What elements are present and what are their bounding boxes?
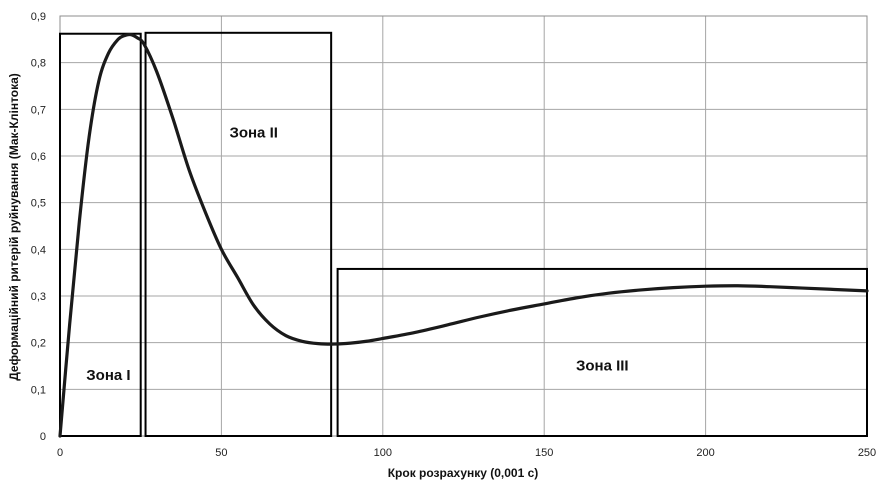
y-axis-title: Деформаційний ритерій руйнування (Мак-Кл… [7,73,21,381]
x-tick-label: 150 [535,447,553,459]
y-tick-label: 0,5 [31,198,46,210]
series-line [58,32,869,438]
zone-box-3 [336,267,869,437]
y-tick-label: 0,6 [31,151,46,163]
plot-frame [59,15,868,437]
x-tick-label: 200 [696,447,714,459]
y-tick-label: 0,9 [31,11,46,23]
y-tick-label: 0,7 [31,104,46,116]
y-tick-label: 0,2 [31,338,46,350]
zone-label-1: Зона I [86,367,130,384]
y-tick-label: 0,3 [31,291,46,303]
x-tick-label: 250 [858,447,876,459]
zone-label-3: Зона III [576,358,629,375]
zone-box-2 [144,31,333,438]
tick-labels: 0 0,1 0,2 0,3 0,4 0,5 0,6 0,7 0,8 0,9 0 50 100 150 200… [31,11,876,459]
zone-boxes [59,31,869,438]
x-axis-title: Крок розрахунку (0,001 с) [388,466,539,480]
x-tick-label: 100 [374,447,392,459]
zone-label-2: Зона II [229,124,277,141]
gridlines [59,15,868,437]
data-series [58,32,869,438]
y-tick-label: 0,4 [31,244,46,256]
x-tick-label: 50 [215,447,227,459]
y-tick-label: 0 [40,431,46,443]
zone-box-1 [59,32,142,437]
y-tick-label: 0,8 [31,58,46,70]
x-tick-label: 0 [57,447,63,459]
zone-labels: Зона I Зона II Зона III [86,124,628,384]
y-tick-label: 0,1 [31,384,46,396]
